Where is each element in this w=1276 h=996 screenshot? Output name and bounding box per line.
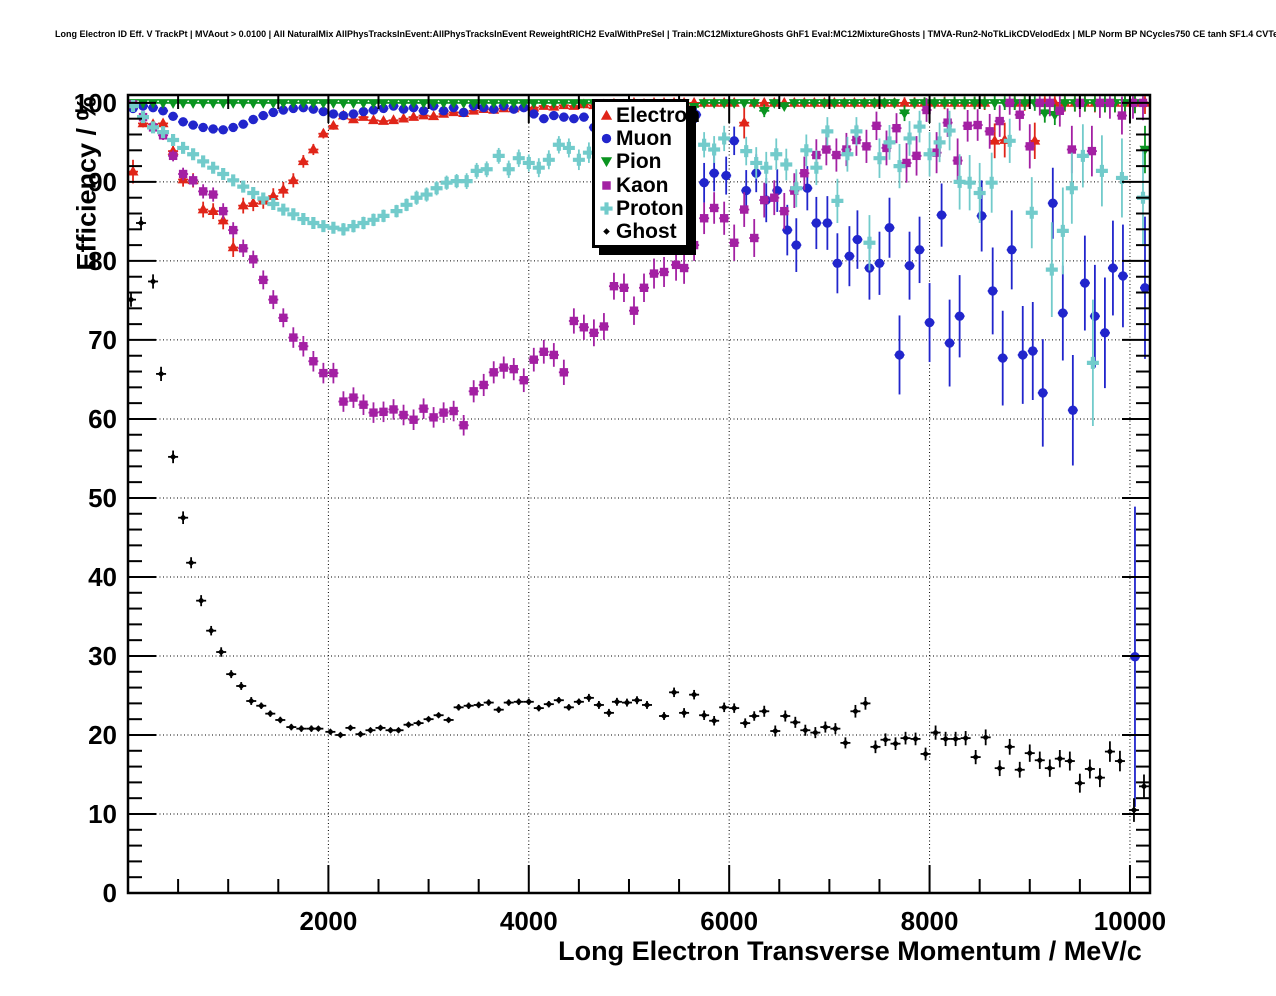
x-axis-title: Long Electron Transverse Momentum / MeV/… (558, 936, 1142, 966)
x-tick-label: 8000 (901, 906, 959, 936)
legend-label: Electron (616, 104, 701, 128)
legend-item-ghost: Ghost (599, 220, 686, 243)
series-kaon (128, 96, 1148, 436)
y-tick-label: 50 (88, 483, 117, 513)
kaon-marker-icon (602, 180, 611, 190)
muon-marker-icon (601, 134, 612, 144)
legend-item-proton: Proton (599, 197, 686, 220)
electron-marker-icon (600, 109, 613, 120)
y-axis-title: Efficiency / % (71, 96, 102, 271)
legend-label: Proton (616, 196, 684, 220)
y-tick-label: 90 (88, 167, 117, 197)
axis-ticks (127, 95, 1150, 894)
legend-item-pion: Pion (599, 150, 686, 173)
series-ghost (128, 216, 1149, 822)
legend-label: Kaon (616, 173, 669, 197)
y-tick-label: 0 (103, 878, 117, 908)
y-tick-label: 100 (74, 88, 117, 118)
tick-labels: 2000 4000 6000 8000 10000 0 10 20 30 40 50 60 70 80 90… (74, 88, 1167, 936)
y-tick-label: 20 (88, 720, 117, 750)
x-tick-label: 4000 (500, 906, 558, 936)
legend-item-kaon: Kaon (599, 174, 686, 197)
y-tick-label: 80 (88, 246, 117, 276)
legend-label: Pion (616, 150, 662, 174)
legend-label: Muon (616, 127, 672, 151)
pion-marker-icon (600, 157, 613, 168)
legend-label: Ghost (616, 219, 677, 243)
x-tick-label: 6000 (700, 906, 758, 936)
y-tick-label: 40 (88, 562, 117, 592)
x-tick-label: 2000 (299, 906, 357, 936)
ghost-marker-icon (603, 228, 610, 235)
y-tick-label: 10 (88, 799, 117, 829)
x-tick-label: 10000 (1094, 906, 1166, 936)
legend-item-muon: Muon (599, 127, 686, 150)
y-tick-label: 30 (88, 641, 117, 671)
plot-title: Long Electron ID Eff. V TrackPt | MVAout… (55, 29, 1276, 39)
y-tick-label: 60 (88, 404, 117, 434)
plot-frame (126, 93, 1152, 895)
legend: Electron Muon Pion Kaon Proton Ghost (592, 99, 700, 248)
proton-marker-icon (600, 202, 613, 215)
y-tick-label: 70 (88, 325, 117, 355)
legend-item-electron: Electron (599, 104, 700, 127)
